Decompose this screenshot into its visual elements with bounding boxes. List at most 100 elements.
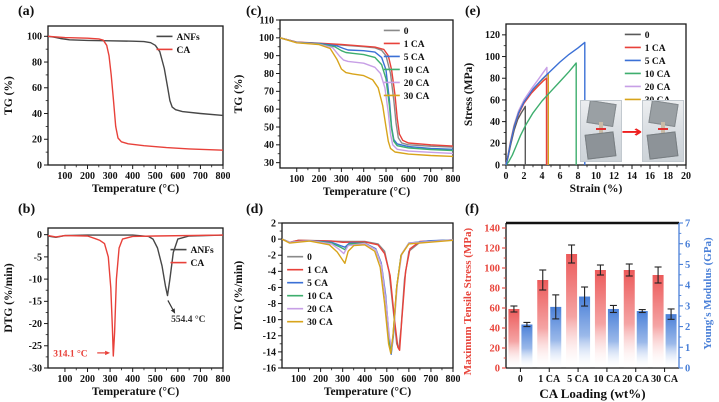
svg-text:10 CA: 10 CA [404,66,430,76]
panel-a: (a) 100 200 300 400 500 600 700 800 0 20 40 60 80 100… [0,0,230,201]
svg-text:2: 2 [271,218,276,229]
svg-text:700: 700 [193,171,208,182]
svg-text:12: 12 [609,171,619,182]
svg-text:5 CA: 5 CA [404,53,425,63]
y-axis-label: TG (%) [3,76,15,115]
axes: 0 2 4 6 8 10 12 14 16 18 20 0 20 40 60 80 100 120 Strain (… [463,23,691,195]
axes: 100 200 300 400 500 600 700 800 0 20 40 60 80 100 Temp… [3,25,231,195]
svg-text:-15: -15 [29,297,42,308]
svg-text:100: 100 [484,264,500,275]
clamp-bottom [584,131,617,160]
bars-Young's Modulus (GPa) [521,286,677,368]
svg-text:5: 5 [685,260,690,271]
series-CA [47,234,224,357]
svg-text:-14: -14 [263,347,276,358]
svg-text:30 CA: 30 CA [651,374,679,385]
svg-text:554.4 °C: 554.4 °C [171,314,206,325]
series-30 CA [281,238,454,355]
svg-text:1 CA: 1 CA [307,266,328,276]
svg-text:500: 500 [148,171,163,182]
svg-text:1 CA: 1 CA [404,40,425,50]
svg-text:700: 700 [193,374,208,385]
series-CA [47,35,224,151]
svg-text:30 CA: 30 CA [404,92,430,102]
svg-text:400: 400 [125,374,140,385]
svg-text:700: 700 [423,174,438,185]
svg-text:50: 50 [264,122,274,133]
svg-text:700: 700 [423,374,438,385]
svg-text:4: 4 [540,171,545,182]
svg-text:6: 6 [558,171,563,182]
svg-text:140: 140 [484,224,500,235]
svg-text:5 CA: 5 CA [307,279,328,289]
svg-text:2: 2 [685,322,690,333]
svg-text:60: 60 [490,95,500,106]
svg-text:5 CA: 5 CA [567,374,590,385]
specimen-photo-after [641,100,684,162]
bars-Maximum Tensile Stress (MPa) [508,244,664,368]
panel-b-label: (b) [18,202,36,217]
series-ANFs [47,35,224,117]
svg-text:5 CA: 5 CA [645,57,666,67]
axes: 100 200 300 400 500 600 700 800 0 -5 -10 -15 -20 -25 -… [3,227,230,398]
svg-text:600: 600 [401,174,416,185]
annotation: 554.4 °C [167,300,206,325]
svg-text:300: 300 [103,374,118,385]
svg-text:CA: CA [191,259,205,269]
svg-text:20: 20 [490,344,501,355]
svg-text:10 CA: 10 CA [593,374,621,385]
svg-text:0: 0 [404,27,409,37]
panel-d-label: (d) [246,202,264,217]
svg-text:300: 300 [103,171,118,182]
svg-text:40: 40 [490,117,500,128]
gauge-mark [596,128,607,130]
svg-text:1: 1 [685,343,690,354]
panel-d-dtg-chart: 100 200 300 400 500 600 700 800 2 0 -2 -4 -6 -8 -10 -12… [233,218,460,398]
panel-f-bar-chart: 0 20 40 60 80 100 120 140 0 1 2 3 4 5 6 7 0 1 CA 5 CA 10 CA… [462,219,714,401]
specimen-strip [599,122,604,141]
series-30 CA [505,73,550,166]
svg-text:800: 800 [216,171,231,182]
specimen-strip [660,122,665,141]
svg-text:20 CA: 20 CA [645,83,671,93]
svg-text:100: 100 [27,32,42,43]
svg-text:100: 100 [57,374,72,385]
svg-text:-2: -2 [268,251,276,262]
panel-f: (f) 0 20 40 60 80 100 120 140 0 1 2 3 4 5 6 7 0 1 CA 5 CA 1… [460,201,719,402]
svg-text:ANFs: ANFs [191,246,215,256]
svg-text:10 CA: 10 CA [307,292,333,302]
svg-text:40: 40 [32,109,42,120]
svg-text:314.1 °C: 314.1 °C [53,348,88,359]
svg-text:0: 0 [518,374,523,385]
panel-c-label: (c) [246,4,262,19]
panel-b: (b) 100 200 300 400 500 600 700 800 0 -5 -10 -15 -20… [0,201,230,402]
svg-text:500: 500 [379,374,394,385]
svg-text:20: 20 [32,135,42,146]
svg-text:120: 120 [485,30,500,41]
svg-text:20: 20 [681,171,691,182]
svg-text:0: 0 [37,230,42,241]
svg-text:100: 100 [259,33,274,44]
svg-text:0: 0 [307,253,312,263]
svg-text:70: 70 [264,87,274,98]
right-y-axis-label: Young's Modulus (GPa) [702,237,714,350]
svg-text:100: 100 [485,52,500,63]
svg-text:20: 20 [490,139,500,150]
panel-f-label: (f) [465,202,479,217]
svg-text:400: 400 [357,374,372,385]
svg-text:3: 3 [685,301,690,312]
svg-text:600: 600 [170,171,185,182]
series-0 [505,105,527,166]
specimen-photo-before [580,100,623,162]
svg-text:80: 80 [32,57,42,68]
svg-text:1 CA: 1 CA [645,44,666,54]
svg-text:120: 120 [484,244,500,255]
panel-c: (c) 100 200 300 400 500 600 700 800 30 40 50 60 70 80… [230,0,460,201]
svg-text:6: 6 [685,239,690,250]
svg-text:30 CA: 30 CA [307,318,333,328]
series-30 CA [279,37,454,158]
svg-text:-12: -12 [263,331,276,342]
axes: 0 20 40 60 80 100 120 140 0 1 2 3 4 5 6 7 0 1 CA 5 CA 10 CA… [484,219,691,385]
